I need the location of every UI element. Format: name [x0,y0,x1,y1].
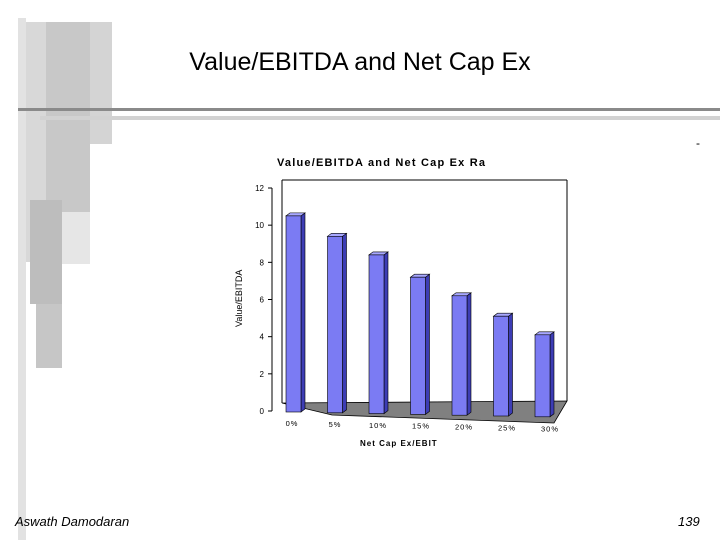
bar-side [508,312,513,417]
title-divider-shadow [40,116,720,120]
y-tick-label: 12 [255,184,264,193]
slide-title: Value/EBITDA and Net Cap Ex [189,48,531,76]
chart-title: Value/EBITDA and Net Cap Ex Ra [277,157,486,169]
x-axis-label: Net Cap Ex/EBIT [360,439,438,448]
background-bar-7 [62,212,90,264]
bar-chart: Value/EBITDA and Net Cap Ex Ra Value/EBI… [234,157,568,448]
bar [534,334,551,418]
bar [368,254,385,414]
bar-side [342,232,347,414]
background-bar-6 [36,304,62,368]
page-number: 139 [678,514,700,529]
x-tick-label: 30% [541,424,559,433]
bar-side [300,212,306,413]
background-bar-1 [18,18,26,540]
background-bar-5 [30,200,62,304]
background-bar-4 [90,22,112,144]
y-tick-label: 4 [260,333,265,342]
bar [285,215,302,413]
footer-author: Aswath Damodaran [15,514,130,529]
x-tick-label: 5% [329,420,342,429]
y-tick-label: 8 [260,258,265,267]
title-divider [18,108,720,111]
bar [451,295,468,416]
corner-mark: - [696,136,700,150]
bar-side [466,292,472,416]
y-tick-label: 0 [260,407,265,416]
y-axis-label: Value/EBITDA [234,270,244,327]
bar [410,276,426,415]
x-tick-label: 0% [286,419,299,428]
y-tick-label: 2 [260,370,265,379]
y-tick-label: 6 [260,296,265,305]
bar-side [549,331,555,418]
x-tick-label: 10% [369,421,387,430]
bar-side [383,251,389,415]
x-tick-label: 15% [412,422,430,431]
x-tick-label: 25% [498,424,516,433]
plot-area: 0 2 4 6 8 10 12 0% 5% 10% 15% 20% 25% 30% [255,179,568,433]
bar-side [425,273,430,415]
x-tick-label: 20% [455,423,473,432]
bar [493,315,509,417]
y-tick-label: 10 [255,221,264,230]
bar [327,236,343,414]
